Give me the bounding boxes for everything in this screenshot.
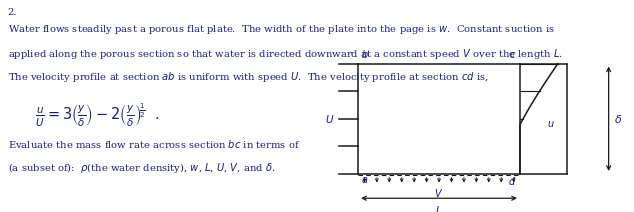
Text: applied along the porous section so that water is directed downward at a constan: applied along the porous section so that… (8, 47, 563, 61)
Text: Water flows steadily past a porous flat plate.  The width of the plate into the : Water flows steadily past a porous flat … (8, 23, 554, 36)
Text: 2.: 2. (8, 8, 17, 17)
Text: $\delta$: $\delta$ (614, 113, 622, 125)
Text: $a$: $a$ (361, 175, 369, 185)
Text: $V$: $V$ (434, 187, 444, 199)
Text: $c$: $c$ (510, 50, 517, 60)
Text: $L$: $L$ (436, 204, 443, 212)
Text: $U$: $U$ (325, 113, 335, 125)
Text: Evaluate the mass flow rate across section $bc$ in terms of: Evaluate the mass flow rate across secti… (8, 138, 300, 150)
Text: $u$: $u$ (547, 119, 555, 129)
Text: $b$: $b$ (361, 48, 369, 60)
Text: $d$: $d$ (508, 175, 517, 187)
Text: (a subset of):  $\rho$(the water density), $w$, $L$, $U$, $V$, and $\delta$.: (a subset of): $\rho$(the water density)… (8, 161, 275, 175)
Text: The velocity profile at section $ab$ is uniform with speed $U$.  The velocity pr: The velocity profile at section $ab$ is … (8, 70, 488, 84)
Text: $\frac{u}{U}=3\left(\frac{y}{\delta}\right)-2\left(\frac{y}{\delta}\right)^{\!\f: $\frac{u}{U}=3\left(\frac{y}{\delta}\rig… (35, 102, 160, 129)
